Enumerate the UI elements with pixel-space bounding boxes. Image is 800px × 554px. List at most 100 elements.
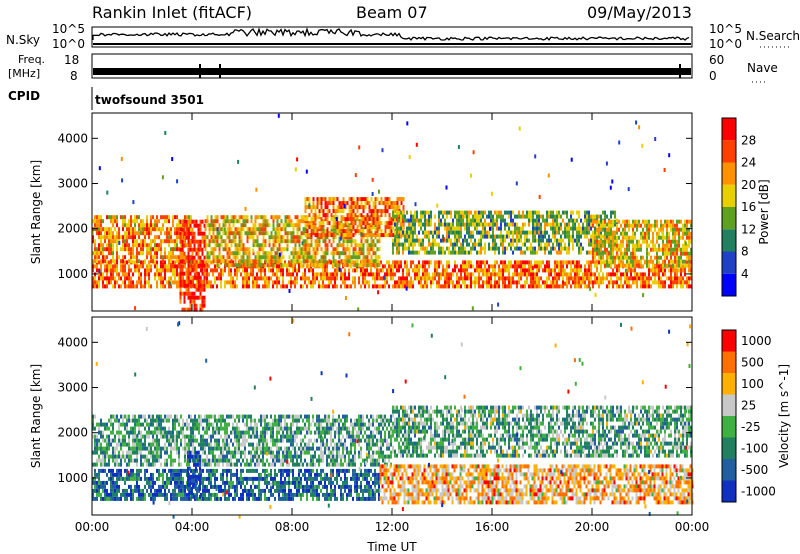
heatmap-cell — [530, 272, 532, 277]
heatmap-cell — [274, 251, 277, 256]
heatmap-cell — [398, 218, 400, 223]
heatmap-cell — [130, 280, 132, 285]
heatmap-cell — [332, 255, 335, 260]
heatmap-cell — [462, 276, 464, 281]
heatmap-cell — [318, 235, 321, 240]
heatmap-cell — [242, 243, 245, 248]
heatmap-cell — [318, 233, 321, 238]
heatmap-cell — [408, 234, 410, 239]
heatmap-cell — [690, 251, 692, 256]
heatmap-cell — [526, 276, 528, 281]
heatmap-cell — [334, 209, 337, 214]
heatmap-cell — [322, 276, 324, 281]
heatmap-cell — [678, 243, 680, 248]
heatmap-cell — [116, 446, 118, 451]
heatmap-cell — [201, 219, 204, 224]
heatmap-cell — [596, 231, 598, 236]
heatmap-cell — [232, 255, 235, 260]
heatmap-cell — [426, 272, 428, 277]
heatmap-cell — [666, 263, 668, 268]
heatmap-cell — [314, 247, 317, 252]
heatmap-cell — [284, 219, 287, 224]
heatmap-cell — [596, 251, 598, 256]
heatmap-cell — [246, 247, 249, 252]
heatmap-cell — [208, 259, 211, 264]
heatmap-cell — [199, 247, 202, 252]
heatmap-cell — [428, 210, 430, 215]
heatmap-cell — [672, 239, 674, 244]
heatmap-cell — [320, 205, 323, 210]
heatmap-cell — [612, 268, 614, 273]
heatmap-cell — [352, 247, 355, 252]
heatmap-cell — [396, 217, 399, 222]
heatmap-cell — [150, 454, 152, 459]
heatmap-cell — [198, 260, 200, 265]
heatmap-cell — [416, 234, 418, 239]
heatmap-cell — [506, 284, 508, 289]
heatmap-cell — [658, 260, 660, 265]
heatmap-cell — [312, 263, 315, 268]
heatmap-cell — [183, 259, 186, 264]
heatmap-cell — [148, 446, 150, 451]
heatmap-cell — [396, 246, 398, 251]
heatmap-cell — [187, 295, 190, 300]
heatmap-cell — [342, 209, 345, 214]
heatmap-cell — [656, 231, 658, 236]
heatmap-cell — [456, 276, 458, 281]
heatmap-cell — [374, 231, 377, 236]
heatmap-cell — [142, 243, 144, 248]
heatmap-cell — [486, 234, 488, 239]
heatmap-cell — [318, 197, 321, 202]
heatmap-cell — [398, 238, 400, 243]
heatmap-cell — [148, 231, 150, 236]
heatmap-cell — [236, 272, 238, 277]
heatmap-cell — [510, 284, 512, 289]
heatmap-cell — [656, 223, 658, 228]
heatmap-cell — [438, 280, 440, 285]
heatmap-cell — [140, 434, 142, 439]
heatmap-cell — [576, 234, 578, 239]
heatmap-cell — [322, 255, 325, 260]
heatmap-cell — [446, 210, 448, 215]
heatmap-cell — [324, 255, 327, 260]
heatmap-cell — [187, 291, 190, 296]
heatmap-cell — [248, 259, 251, 264]
heatmap-cell — [360, 259, 363, 264]
heatmap-cell — [440, 260, 442, 265]
heatmap-cell — [344, 272, 346, 277]
heatmap-cell — [130, 223, 132, 228]
heatmap-cell — [152, 462, 154, 467]
heatmap-cell — [504, 218, 506, 223]
heatmap-cell — [610, 214, 612, 219]
heatmap-cell — [448, 210, 450, 215]
heatmap-cell — [554, 268, 556, 273]
heatmap-cell — [96, 219, 98, 224]
heatmap-cell — [584, 234, 586, 239]
heatmap-cell — [388, 264, 390, 269]
heatmap-cell — [546, 230, 548, 235]
heatmap-cell — [162, 276, 164, 281]
heatmap-cell — [494, 280, 496, 285]
heatmap-cell — [210, 251, 213, 256]
heatmap-cell — [616, 227, 618, 232]
heatmap-cell — [110, 276, 112, 281]
heatmap-cell — [272, 255, 275, 260]
heatmap-cell — [110, 454, 112, 459]
heatmap-cell — [150, 418, 152, 423]
heatmap-cell — [130, 251, 132, 256]
heatmap-cell — [650, 227, 652, 232]
heatmap-cell — [214, 259, 217, 264]
heatmap-cell — [276, 247, 279, 252]
heatmap-cell — [408, 268, 410, 273]
heatmap-cell — [164, 284, 166, 289]
heatmap-cell — [224, 243, 227, 248]
heatmap-cell — [384, 264, 386, 269]
heatmap-cell — [250, 231, 253, 236]
heatmap-cell — [592, 239, 594, 244]
heatmap-cell — [568, 242, 570, 247]
heatmap-cell — [556, 264, 558, 269]
heatmap-cell — [226, 259, 229, 264]
heatmap-cell — [246, 239, 249, 244]
heatmap-cell — [522, 250, 524, 255]
